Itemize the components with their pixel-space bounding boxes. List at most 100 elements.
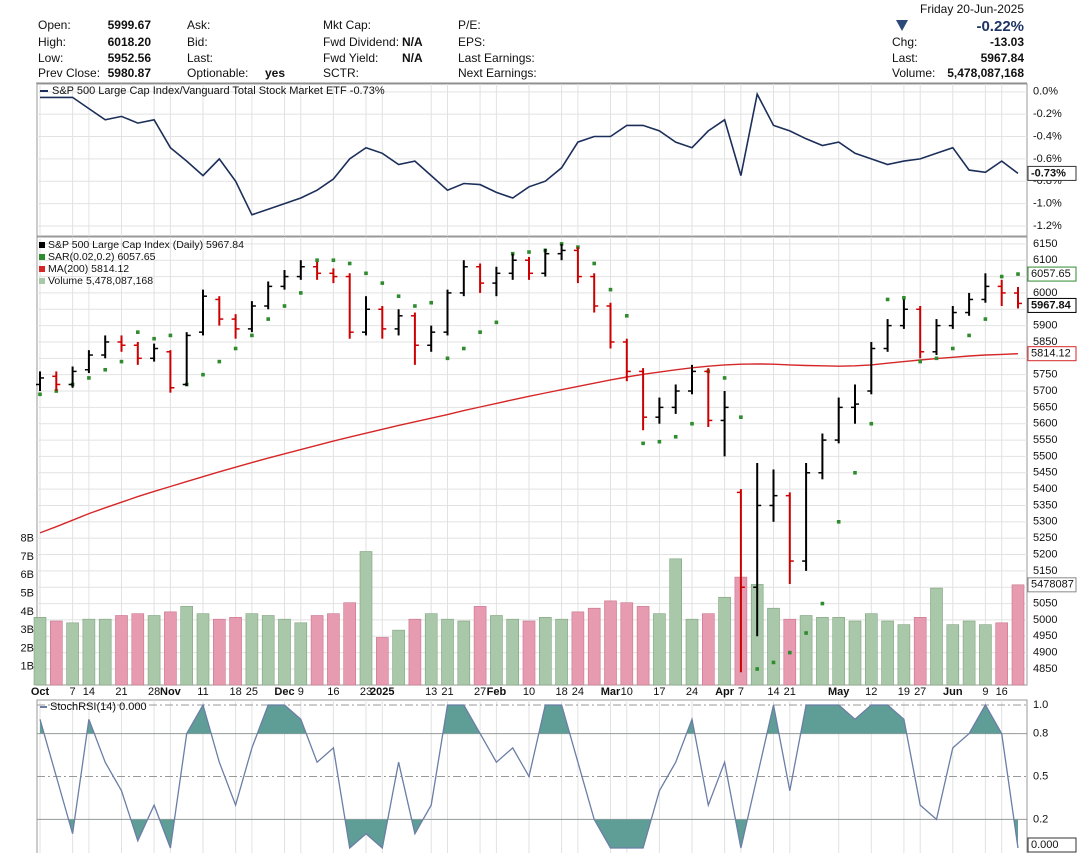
weekday: Friday — [920, 2, 953, 16]
field-value: 5952.56 — [108, 51, 152, 65]
volume-bar — [196, 613, 210, 686]
sar-dot — [885, 297, 890, 302]
volume-bar — [522, 620, 536, 686]
volume-bar — [653, 613, 666, 686]
volume-bar — [897, 624, 911, 686]
sar-dot — [494, 320, 499, 325]
volume-bar — [180, 606, 193, 686]
sar-dot — [1016, 272, 1020, 276]
volume-bar — [115, 615, 128, 686]
field-label: Fwd Dividend: — [323, 35, 399, 49]
volume-bar — [538, 617, 552, 686]
sar-dot — [413, 304, 417, 308]
legend-icon — [39, 266, 45, 272]
field-value: -13.03 — [990, 35, 1024, 49]
sar-dot — [755, 667, 759, 671]
y-tick-label: 1.0 — [1033, 699, 1048, 711]
sar-dot — [641, 441, 645, 446]
sar-dot — [380, 281, 385, 285]
y-tick-label: 0.0% — [1033, 86, 1058, 98]
field-label: Ask: — [187, 18, 210, 32]
volume-bar — [343, 602, 357, 686]
x-tick-label: 12 — [865, 686, 877, 698]
volume-bar — [799, 615, 813, 686]
x-tick-label: Oct — [31, 686, 50, 698]
sar-dot — [87, 376, 91, 380]
sar-dot — [462, 346, 466, 351]
y-tick-label: -1.0% — [1033, 197, 1062, 209]
x-tick-label: 14 — [83, 686, 95, 698]
volume-bar — [33, 617, 47, 686]
sar-dot — [853, 470, 857, 475]
end-label: 0.000 — [1031, 839, 1059, 851]
legend-entry: StochRSI(14) 0.000 — [50, 701, 147, 713]
volume-bar — [995, 622, 1009, 686]
y2-tick-label: 5B — [21, 587, 34, 599]
down-arrow — [896, 20, 908, 31]
sar-dot — [625, 314, 629, 318]
x-tick-label: 18 — [229, 686, 241, 698]
field-label: P/E: — [458, 18, 481, 32]
sar-dot — [951, 346, 955, 351]
y-tick-label: 5900 — [1033, 320, 1057, 332]
y-tick-label: 5700 — [1033, 385, 1057, 397]
field-value: N/A — [402, 51, 423, 65]
y-tick-label: 4900 — [1033, 647, 1057, 659]
volume-bar — [604, 600, 617, 686]
field-value: yes — [265, 66, 285, 80]
sar-dot — [836, 520, 841, 524]
volume-bar — [913, 617, 927, 686]
volume-bar — [864, 613, 878, 686]
sar-dot — [739, 415, 743, 419]
field-label: Fwd Yield: — [323, 51, 378, 65]
sar-dot — [119, 359, 124, 364]
sar-dot — [364, 271, 368, 276]
y-tick-label: 5850 — [1033, 336, 1057, 348]
y2-tick-label: 3B — [21, 624, 34, 636]
y-tick-label: 4850 — [1033, 663, 1057, 675]
field-label: Last: — [187, 51, 213, 65]
sar-dot — [38, 392, 42, 397]
y2-tick-label: 2B — [21, 642, 34, 654]
x-tick-label: 9 — [298, 686, 304, 698]
x-tick-label: Nov — [160, 686, 182, 698]
legend-entry: Volume 5,478,087,168 — [48, 275, 153, 287]
end-label-box — [1027, 165, 1077, 181]
field-label: Last Earnings: — [458, 51, 535, 65]
x-tick-label: 9 — [982, 686, 988, 698]
sar-dot — [396, 294, 401, 298]
ratio-panel — [36, 83, 1028, 237]
field-label: Last: — [892, 51, 918, 65]
y-tick-label: 5450 — [1033, 467, 1057, 479]
sar-dot — [168, 333, 173, 338]
x-tick-label: 17 — [653, 686, 665, 698]
field-value: 5967.84 — [981, 51, 1025, 65]
x-tick-label: 27 — [914, 686, 926, 698]
volume-bar — [636, 606, 650, 686]
volume-bar — [457, 620, 471, 686]
volume-bar — [767, 607, 780, 686]
field-value: 5980.87 — [108, 66, 152, 80]
y-tick-label: 5500 — [1033, 450, 1057, 462]
volume-bar — [555, 618, 568, 686]
end-label-box — [1027, 577, 1077, 593]
y-tick-label: 6100 — [1033, 254, 1057, 266]
volume-bar — [946, 624, 960, 686]
sar-dot — [299, 291, 303, 295]
y-tick-label: 5400 — [1033, 483, 1057, 495]
volume-bar — [979, 624, 992, 686]
volume-bar — [685, 618, 699, 686]
field-label: EPS: — [458, 35, 485, 49]
field-label: Chg: — [892, 35, 917, 49]
x-tick-label: 2025 — [370, 686, 394, 698]
x-tick-label: Feb — [487, 686, 507, 698]
y-tick-label: -0.4% — [1033, 130, 1062, 142]
x-tick-label: 16 — [327, 686, 339, 698]
y-tick-label: 6150 — [1033, 238, 1057, 250]
volume-bar — [229, 617, 242, 686]
sar-dot — [152, 336, 156, 341]
sar-dot — [478, 330, 482, 334]
volume-bar — [718, 596, 731, 686]
